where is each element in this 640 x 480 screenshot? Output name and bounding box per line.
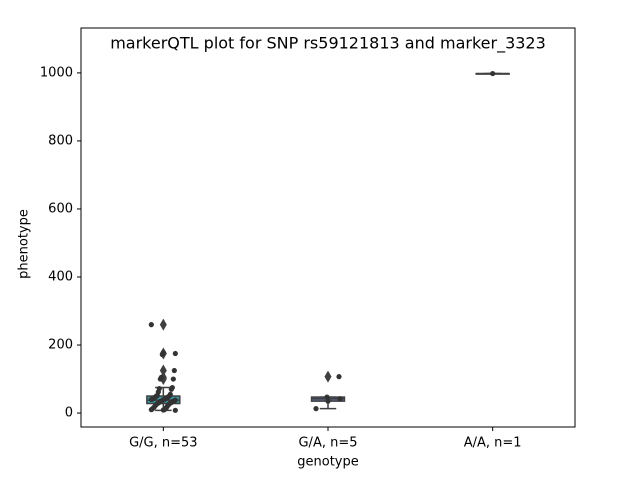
point bbox=[490, 70, 496, 77]
point bbox=[148, 396, 154, 403]
y-tick-label: 400 bbox=[48, 269, 73, 284]
point bbox=[172, 407, 178, 413]
plot-frame bbox=[80, 27, 576, 428]
point bbox=[160, 407, 166, 413]
point bbox=[324, 394, 330, 400]
x-tick-label: G/A, n=5 bbox=[298, 436, 357, 451]
flier bbox=[159, 364, 167, 377]
point bbox=[336, 374, 342, 380]
flier bbox=[159, 318, 167, 331]
y-tick-label: 1000 bbox=[40, 65, 73, 80]
point bbox=[159, 351, 165, 358]
chart-title: markerQTL plot for SNP rs59121813 and ma… bbox=[110, 34, 546, 54]
point bbox=[171, 367, 177, 374]
x-tick-label: A/A, n=1 bbox=[464, 436, 522, 451]
point bbox=[170, 376, 176, 382]
point bbox=[157, 376, 163, 382]
point bbox=[168, 386, 174, 392]
y-tick-label: 800 bbox=[48, 133, 73, 148]
y-tick-label: 200 bbox=[48, 338, 73, 353]
y-tick-label: 600 bbox=[48, 201, 73, 216]
point bbox=[325, 398, 331, 404]
point bbox=[148, 407, 154, 413]
point bbox=[337, 396, 343, 402]
x-tick-label: G/G, n=53 bbox=[129, 436, 197, 451]
point bbox=[313, 406, 319, 412]
y-axis-label: phenotype bbox=[17, 209, 32, 279]
flier bbox=[324, 370, 332, 383]
point bbox=[148, 322, 154, 328]
x-axis-label: genotype bbox=[297, 455, 358, 470]
point bbox=[172, 350, 178, 357]
y-tick-label: 0 bbox=[65, 406, 73, 421]
